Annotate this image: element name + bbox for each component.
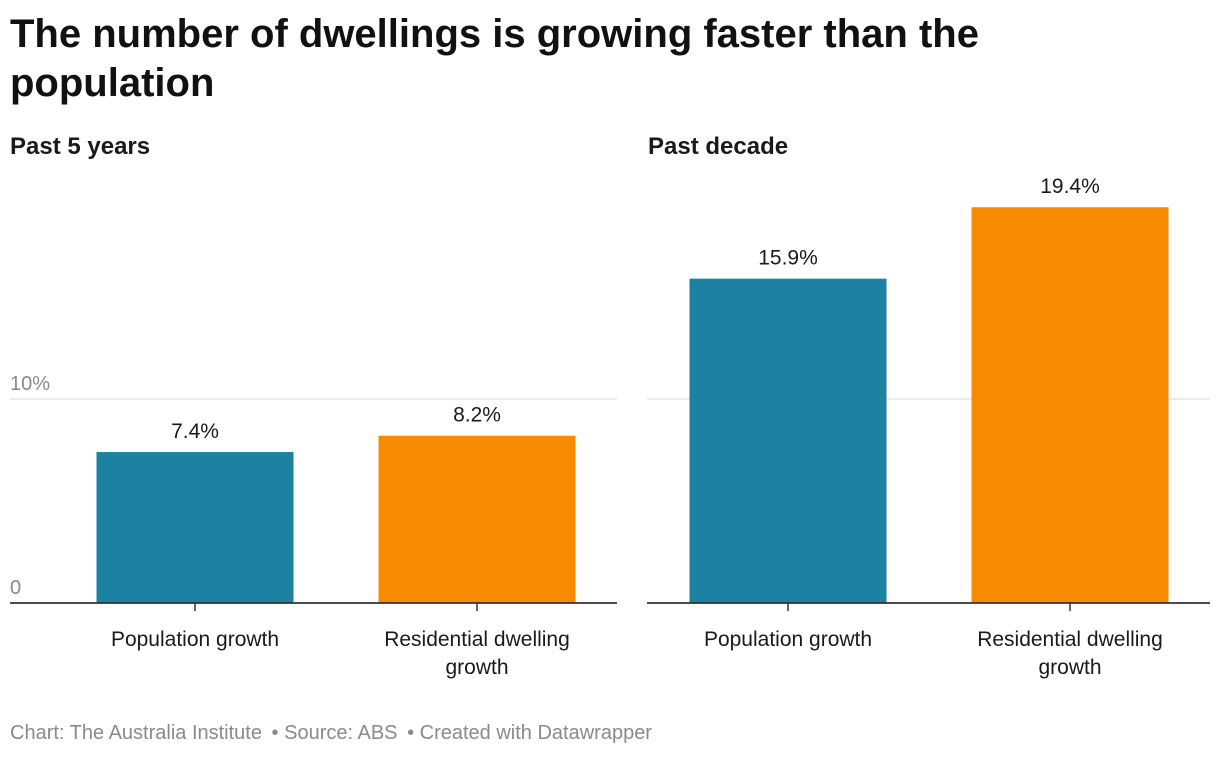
- chart-title: The number of dwellings is growing faste…: [10, 12, 979, 105]
- bar-value-label-1-1: 19.4%: [1040, 175, 1100, 198]
- chart-footer: Chart: The Australia Institute • Source:…: [10, 722, 656, 745]
- category-label-0-1-1: growth: [445, 656, 508, 679]
- bar-0-1: [378, 435, 576, 603]
- bar-value-label-1-0: 15.9%: [758, 247, 818, 270]
- category-label-1-0-0: Population growth: [704, 628, 872, 651]
- bar-1-1: [971, 207, 1169, 604]
- bar-value-label-0-0: 7.4%: [171, 420, 219, 443]
- category-label-0-1-0: Residential dwelling: [384, 628, 570, 651]
- bar-value-label-0-1: 8.2%: [453, 404, 501, 427]
- panel-subtitle-0: Past 5 years: [10, 133, 150, 160]
- chart-credit: Chart: The Australia Institute: [10, 722, 262, 744]
- bar-1-0: [689, 278, 887, 603]
- bar-0-0: [96, 452, 294, 603]
- source-note: • Source: ABS: [271, 722, 398, 744]
- y-tick-label-0-0: 0: [10, 577, 21, 599]
- y-tick-label-0-10: 10%: [10, 373, 50, 395]
- category-label-1-1-0: Residential dwelling: [977, 628, 1163, 651]
- category-label-0-0-0: Population growth: [111, 628, 279, 651]
- created-with-note: • Created with Datawrapper: [407, 722, 652, 744]
- panel-subtitle-1: Past decade: [648, 133, 788, 160]
- category-label-1-1-1: growth: [1038, 656, 1101, 679]
